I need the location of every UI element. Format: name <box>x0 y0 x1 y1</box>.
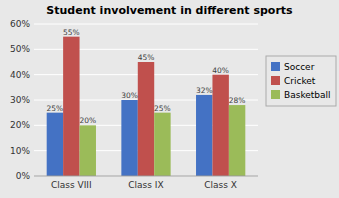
grid-line <box>34 24 258 25</box>
legend-swatch <box>271 90 280 99</box>
bar <box>138 62 154 176</box>
bar <box>80 125 96 176</box>
bar <box>121 100 137 176</box>
y-tick-label: 20% <box>10 120 30 130</box>
x-tick-label: Class VIII <box>51 180 92 190</box>
y-tick-label: 0% <box>16 171 31 181</box>
bar <box>154 113 170 176</box>
legend-swatch <box>271 62 280 71</box>
legend-box <box>266 56 336 106</box>
title: Student involvement in different sports <box>46 4 293 17</box>
data-label: 45% <box>138 53 155 62</box>
legend-label: Basketball <box>284 90 331 100</box>
legend-swatch <box>271 76 280 85</box>
y-tick-label: 50% <box>10 44 30 54</box>
data-label: 20% <box>79 116 96 125</box>
y-tick-label: 60% <box>10 19 30 29</box>
y-tick-label: 30% <box>10 95 30 105</box>
x-tick-label: Class IX <box>128 180 163 190</box>
x-tick-label: Class X <box>204 180 237 190</box>
chart: Student involvement in different sports 0… <box>0 0 339 198</box>
bar <box>229 105 245 176</box>
legend-label: Cricket <box>284 76 316 86</box>
legend-label: Soccer <box>284 62 315 72</box>
bar <box>63 37 79 176</box>
grid-line <box>34 176 258 177</box>
bar <box>212 75 228 176</box>
data-label: 28% <box>229 96 246 105</box>
bar <box>196 95 212 176</box>
data-label: 55% <box>63 28 80 37</box>
bars <box>47 37 246 176</box>
data-label: 32% <box>196 86 213 95</box>
data-label: 25% <box>154 104 171 113</box>
data-label: 25% <box>47 104 64 113</box>
x-axis <box>34 176 258 177</box>
y-tick-label: 40% <box>10 70 30 80</box>
data-label: 30% <box>121 91 138 100</box>
data-label: 40% <box>212 66 229 75</box>
bar <box>47 113 63 176</box>
background <box>0 0 339 198</box>
y-tick-label: 10% <box>10 146 30 156</box>
